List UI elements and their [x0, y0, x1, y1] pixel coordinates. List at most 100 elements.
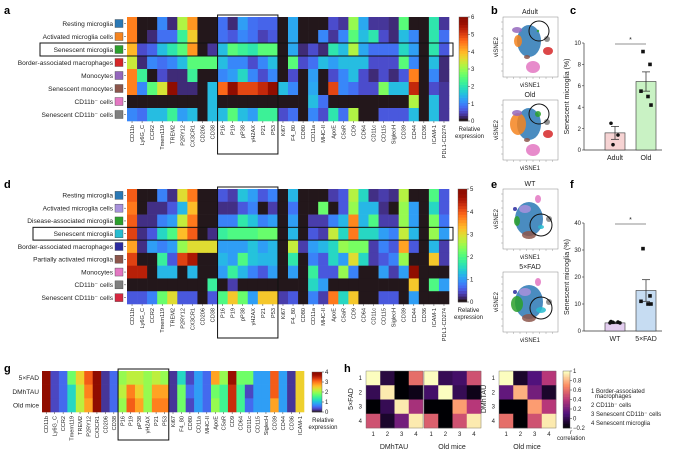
- heatmap-cell: [308, 252, 319, 266]
- tsne-plot: [501, 99, 559, 162]
- tsne-cluster: [513, 290, 517, 294]
- heatmap-cell: [408, 82, 420, 96]
- heatmap-cell: [197, 17, 208, 31]
- heatmap-cell: [237, 56, 249, 70]
- heatmap-cell: [127, 252, 138, 266]
- heatmap-cell: [127, 265, 138, 279]
- heatmap-cell: [428, 43, 440, 57]
- colorbar-tick: 0: [573, 417, 577, 423]
- column-label: F4_80: [291, 125, 297, 141]
- heatmap-cell: [217, 30, 228, 44]
- cluster-swatch: [114, 58, 124, 67]
- heatmap-cell: [267, 201, 279, 215]
- heatmap-cell: [398, 201, 410, 215]
- heatmap-cell: [118, 398, 127, 413]
- colorbar-segment: [563, 422, 570, 425]
- colorbar-segment: [312, 399, 322, 401]
- heatmap-cell: [187, 214, 198, 228]
- heatmap-cell: [187, 278, 198, 292]
- heatmap-cell: [247, 227, 259, 241]
- heatmap-cell: [197, 108, 208, 122]
- colorbar-segment: [459, 35, 468, 39]
- colorbar-segment: [458, 285, 467, 289]
- heatmap-cell: [408, 30, 420, 44]
- heatmap-cell: [388, 291, 399, 305]
- heatmap-cell: [408, 278, 420, 292]
- panel-label-g: g: [4, 363, 11, 375]
- column-label: TREM2: [170, 125, 176, 144]
- heatmap-cell: [109, 398, 119, 413]
- heatmap-cell: [217, 278, 228, 292]
- heatmap-cell: [348, 265, 359, 279]
- correlation-cell: [366, 385, 381, 400]
- colorbar-segment: [312, 387, 322, 389]
- heatmap-cell: [428, 278, 440, 292]
- heatmap-cell: [388, 82, 399, 96]
- heatmap-cell: [338, 240, 349, 254]
- heatmap-cell: [261, 398, 271, 413]
- x-tick-label: 1: [371, 432, 375, 438]
- colorbar-segment: [563, 425, 570, 427]
- heatmap-cell: [295, 371, 305, 385]
- column-label: γH2AX: [251, 308, 257, 326]
- column-label: CD11c: [372, 308, 378, 325]
- heatmap-cell: [217, 56, 228, 70]
- heatmap-cell: [247, 201, 259, 215]
- heatmap-cell: [207, 278, 218, 292]
- heatmap-cell: [147, 189, 158, 203]
- heatmap-cell: [388, 95, 399, 109]
- heatmap-cell: [328, 214, 339, 228]
- heatmap-cell: [207, 240, 218, 254]
- x-axis-label: DMhTAU: [380, 444, 408, 451]
- senescent-cluster-circle: [528, 103, 550, 125]
- heatmap-cell: [157, 43, 168, 57]
- tsne-cluster: [512, 110, 522, 116]
- heatmap-cell: [134, 371, 144, 385]
- heatmap-cell: [438, 108, 450, 122]
- column-label: Tmem119: [160, 125, 166, 150]
- correlation-cell: [541, 399, 557, 415]
- heatmap-cell: [388, 30, 399, 44]
- column-label: P2RY12: [86, 416, 92, 437]
- heatmap-cell: [428, 82, 440, 96]
- colorbar-segment: [459, 113, 468, 117]
- heatmap-cell: [197, 30, 208, 44]
- tsne-cluster: [514, 216, 520, 226]
- heatmap-cell: [227, 384, 237, 399]
- heatmap-cell: [227, 30, 238, 44]
- heatmap-cell: [75, 398, 85, 413]
- heatmap-cell: [143, 398, 153, 413]
- heatmap-cell: [358, 214, 369, 228]
- data-point: [641, 49, 645, 54]
- tsne-cluster: [544, 119, 550, 125]
- heatmap-cell: [428, 291, 440, 305]
- heatmap-cell: [84, 398, 94, 413]
- heatmap-cell: [157, 30, 168, 44]
- correlation-matrix: [365, 370, 424, 429]
- heatmap-cell: [207, 214, 218, 228]
- colorbar-segment: [563, 416, 570, 419]
- heatmap-cell: [217, 214, 228, 228]
- heatmap-cell: [398, 265, 410, 279]
- heatmap-cell: [368, 82, 379, 96]
- colorbar-segment: [459, 24, 468, 28]
- tsne-ylabel: viSNE2: [494, 208, 500, 229]
- correlation-cell: [499, 399, 514, 415]
- heatmap-cell: [438, 43, 450, 57]
- heatmap-cell: [418, 201, 430, 215]
- heatmap-cell: [378, 17, 389, 31]
- heatmap-cell: [177, 43, 188, 57]
- heatmap-cell: [157, 227, 168, 241]
- colorbar-segment: [312, 372, 322, 374]
- heatmap-cell: [92, 371, 102, 385]
- correlation-cell: [527, 385, 543, 400]
- colorbar-segment: [459, 43, 468, 46]
- heatmap-cell: [328, 69, 339, 83]
- colorbar-segment: [312, 405, 322, 407]
- heatmap-cell: [428, 240, 440, 254]
- column-label: CD11b: [130, 125, 136, 142]
- correlation-cell: [513, 413, 528, 429]
- colorbar-segment: [312, 403, 322, 405]
- heatmap-cell: [261, 384, 271, 399]
- heatmap-cell: [247, 214, 259, 228]
